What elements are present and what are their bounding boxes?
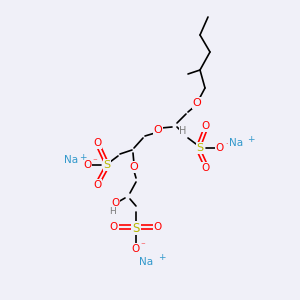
Text: ⁻: ⁻ (92, 158, 97, 166)
Text: O: O (111, 198, 119, 208)
Text: Na: Na (229, 138, 243, 148)
Text: O: O (154, 222, 162, 232)
Text: O: O (83, 160, 91, 170)
Text: H: H (179, 126, 187, 136)
Text: O: O (93, 138, 101, 148)
Text: O: O (216, 143, 224, 153)
Text: ⁻: ⁻ (140, 242, 145, 250)
Text: +: + (79, 152, 86, 161)
Text: ⁻: ⁻ (225, 142, 230, 151)
Text: O: O (193, 98, 201, 108)
Text: O: O (93, 180, 101, 190)
Text: Na: Na (139, 257, 153, 267)
Text: +: + (158, 254, 166, 262)
Text: O: O (202, 163, 210, 173)
Text: O: O (202, 121, 210, 131)
Text: S: S (132, 221, 140, 235)
Text: O: O (130, 162, 138, 172)
Text: S: S (196, 143, 204, 153)
Text: +: + (247, 136, 254, 145)
Text: Na: Na (64, 155, 78, 165)
Text: H: H (109, 206, 116, 215)
Text: O: O (154, 125, 162, 135)
Text: O: O (110, 222, 118, 232)
Text: S: S (103, 160, 111, 170)
Text: O: O (132, 244, 140, 254)
